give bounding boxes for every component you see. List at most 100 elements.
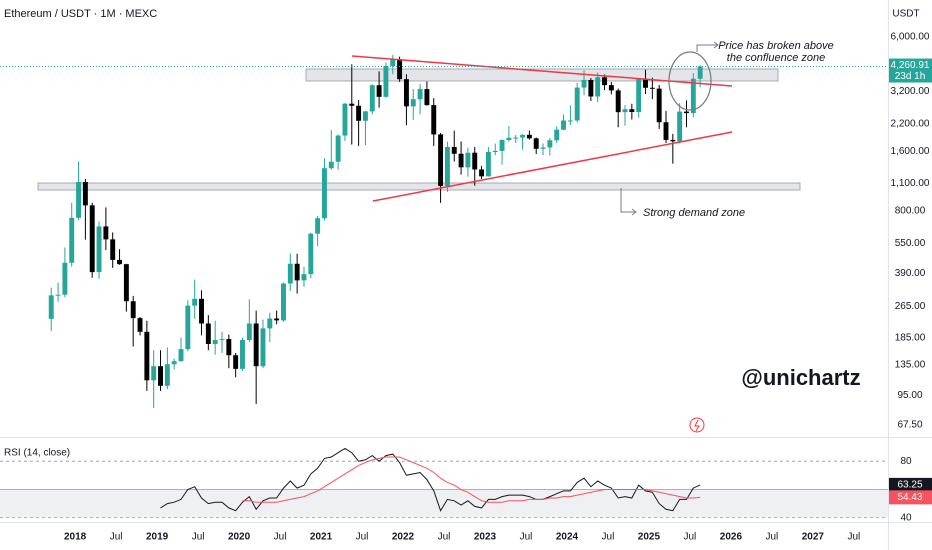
x-tick-label: Jul — [765, 532, 778, 543]
x-tick-label: Jul — [520, 532, 533, 543]
candle-body — [96, 226, 102, 273]
candle-body — [677, 111, 683, 142]
x-tick-label: 2020 — [228, 532, 251, 543]
x-tick-label: 2021 — [310, 532, 333, 543]
arrow — [620, 188, 636, 213]
candle-body — [417, 89, 423, 100]
candle-body — [246, 323, 252, 341]
candle-body — [438, 134, 444, 186]
x-tick-label: Jul — [356, 532, 369, 543]
candle-body — [274, 318, 280, 321]
candle-body — [315, 218, 321, 234]
rsi-band — [0, 489, 888, 518]
y-tick-label: 800.00 — [895, 206, 926, 217]
candle-body — [335, 135, 341, 162]
candle-body — [622, 109, 628, 113]
x-tick-label: 2018 — [64, 532, 87, 543]
candle-body — [185, 305, 191, 350]
candle-body — [130, 301, 136, 319]
candle-body — [629, 109, 635, 112]
candle-body — [458, 153, 464, 168]
y-tick-label: 67.50 — [897, 419, 922, 430]
x-tick-label: 2023 — [474, 532, 497, 543]
candle-body — [103, 226, 109, 240]
rsi-value-label: 54.43 — [897, 492, 922, 503]
candle-body — [328, 161, 334, 169]
last-price-label: 4,260.91 — [891, 60, 930, 71]
x-tick-label: 2022 — [392, 532, 415, 543]
candle-body — [69, 217, 75, 263]
candle-body — [479, 169, 485, 177]
candle-body — [301, 274, 307, 281]
candle-body — [410, 99, 416, 107]
rsi-line — [242, 456, 701, 503]
candle-body — [287, 263, 293, 284]
candle-body — [362, 111, 368, 121]
y-tick-label: 550.00 — [895, 238, 926, 249]
x-tick-label: Jul — [110, 532, 123, 543]
annotation: Price has broken above — [718, 40, 834, 52]
x-tick-label: Jul — [274, 532, 287, 543]
candle-body — [472, 152, 478, 170]
candle-body — [567, 120, 573, 122]
y-tick-label: 3,200.00 — [891, 86, 930, 97]
candle-body — [233, 355, 239, 369]
candle-body — [281, 283, 286, 321]
candle-body — [615, 90, 621, 113]
candle-body — [397, 59, 403, 80]
candle-body — [294, 263, 300, 281]
candle-body — [212, 340, 218, 344]
candle-body — [499, 139, 505, 151]
candle-body — [178, 349, 184, 362]
candle-body — [117, 259, 122, 265]
candle-body — [171, 361, 177, 365]
x-tick-label: 2024 — [556, 532, 579, 543]
candle-body — [513, 137, 519, 139]
demand-zone — [37, 182, 801, 191]
candle-body — [656, 88, 662, 123]
candle-body — [451, 146, 457, 154]
candle-body — [581, 79, 587, 88]
candle-body — [164, 364, 170, 386]
candle-body — [260, 328, 266, 367]
candle-body — [82, 182, 88, 206]
rsi-title: RSI (14, close) — [4, 448, 70, 459]
x-tick-label: 2027 — [802, 532, 825, 543]
last-price-box — [889, 58, 932, 83]
rsi-tick-label: 80 — [900, 456, 912, 467]
candle-body — [554, 129, 560, 141]
watermark-box — [742, 360, 860, 396]
rsi-value-box — [889, 490, 932, 505]
candle-body — [151, 366, 157, 381]
candle-body — [485, 152, 491, 177]
candle-body — [123, 264, 129, 302]
candle-body — [267, 318, 273, 329]
candle-body — [48, 295, 54, 319]
x-tick-label: Jul — [192, 532, 205, 543]
y-tick-label: 265.00 — [895, 301, 926, 312]
rsi-line — [160, 447, 701, 512]
candle-body — [444, 146, 450, 186]
candle-body — [492, 150, 498, 153]
x-tick-label: Jul — [684, 532, 697, 543]
candle-body — [110, 239, 116, 260]
candle-body — [322, 168, 327, 219]
candle-body — [547, 140, 553, 148]
candle-body — [424, 89, 430, 106]
candle-body — [205, 323, 211, 344]
x-tick-label: Jul — [438, 532, 451, 543]
annotation: Strong demand zone — [643, 207, 745, 219]
watermark: @unichartz — [741, 365, 860, 390]
y-tick-label: 390.00 — [895, 268, 926, 279]
candle-body — [663, 122, 669, 140]
candle-body — [383, 65, 389, 97]
rsi-value-box — [889, 477, 932, 492]
confluence-zone — [305, 68, 779, 82]
y-tick-label: 1,100.00 — [891, 178, 930, 189]
candle-body — [520, 134, 526, 138]
candle-body — [526, 134, 532, 139]
candle-body — [643, 78, 648, 88]
candle-body — [349, 103, 355, 106]
